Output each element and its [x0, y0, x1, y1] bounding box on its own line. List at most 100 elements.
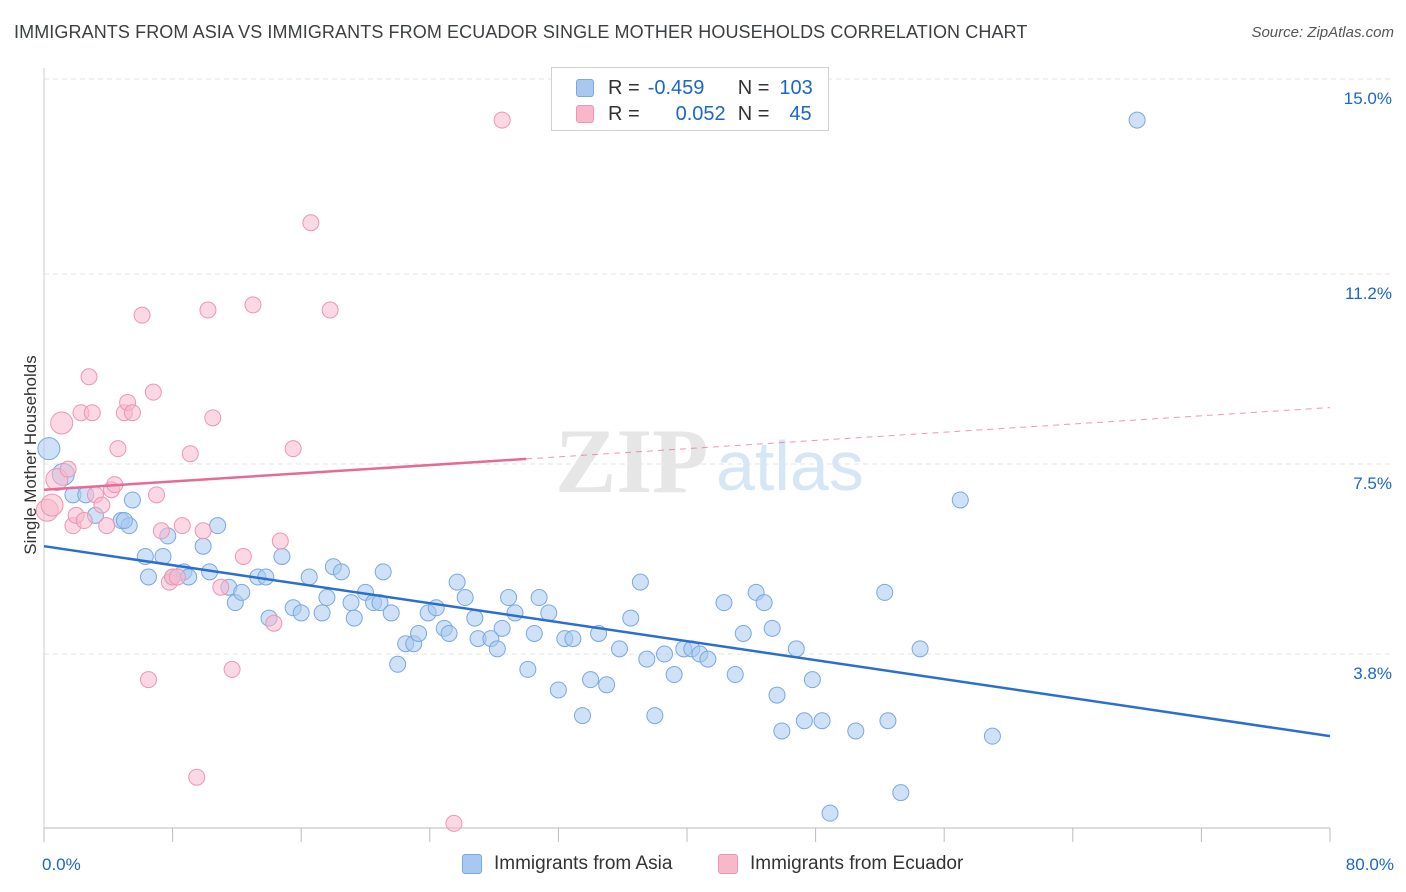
y-tick-label: 11.2% — [1345, 284, 1392, 303]
point-ecuador — [212, 578, 230, 596]
point-ecuador — [148, 486, 166, 504]
point-ecuador — [139, 671, 157, 689]
point-ecuador — [271, 532, 289, 550]
point-asia — [506, 604, 524, 622]
point-asia — [440, 624, 458, 642]
point-asia — [582, 671, 600, 689]
trendline-asia — [43, 544, 1331, 738]
point-asia — [646, 707, 664, 725]
legend-r-value-ecuador: 0.052 — [675, 102, 726, 125]
watermark-atlas: atlas — [716, 427, 864, 505]
legend-row-asia: R = -0.459 N = 103 — [576, 76, 813, 100]
point-ecuador — [40, 493, 64, 517]
point-asia — [382, 604, 400, 622]
point-asia — [273, 547, 291, 565]
legend-r-value-asia: -0.459 — [647, 76, 705, 99]
point-asia — [631, 573, 649, 591]
point-asia — [655, 645, 673, 663]
point-asia — [734, 624, 752, 642]
point-asia — [892, 784, 910, 802]
y-tick-label: 3.8% — [1353, 664, 1392, 683]
legend-swatch-ecuador — [576, 105, 594, 123]
point-asia — [500, 589, 518, 607]
point-ecuador — [493, 111, 511, 129]
point-asia — [139, 568, 157, 586]
legend-r-label-asia: R = — [608, 76, 640, 99]
point-ecuador — [199, 301, 217, 319]
point-ecuador — [98, 517, 116, 535]
point-ecuador — [173, 517, 191, 535]
point-asia — [493, 619, 511, 637]
point-asia — [456, 589, 474, 607]
point-asia — [787, 640, 805, 658]
point-asia — [525, 624, 543, 642]
point-asia — [911, 640, 929, 658]
point-ecuador — [152, 522, 170, 540]
point-asia — [300, 568, 318, 586]
point-asia — [763, 619, 781, 637]
chart-title: IMMIGRANTS FROM ASIA VS IMMIGRANTS FROM … — [14, 22, 1028, 42]
point-ecuador — [302, 214, 320, 232]
point-asia — [876, 583, 894, 601]
point-asia — [115, 512, 133, 530]
point-asia — [540, 604, 558, 622]
point-asia — [638, 650, 656, 668]
point-ecuador — [133, 306, 151, 324]
legend-n-value-asia: 103 — [779, 76, 813, 99]
point-ecuador — [234, 547, 252, 565]
correlation-legend: R = -0.459 N = 103 R = 0.052 N = 45 — [551, 67, 829, 131]
point-asia — [37, 437, 61, 461]
bottom-legend-swatch-asia — [462, 854, 482, 874]
point-asia — [803, 671, 821, 689]
point-ecuador — [80, 368, 98, 386]
point-asia — [549, 681, 567, 699]
point-ecuador — [109, 440, 127, 458]
point-ecuador — [265, 614, 283, 632]
point-asia — [374, 563, 392, 581]
point-ecuador — [75, 512, 93, 530]
point-asia — [622, 609, 640, 627]
point-asia — [665, 666, 683, 684]
legend-swatch-asia — [576, 79, 594, 97]
point-ecuador — [181, 445, 199, 463]
point-asia — [123, 491, 141, 509]
trendline-ecuador — [43, 457, 527, 491]
point-asia — [773, 722, 791, 740]
point-asia — [313, 604, 331, 622]
point-asia — [448, 573, 466, 591]
point-ecuador — [284, 440, 302, 458]
point-asia — [768, 686, 786, 704]
point-ecuador — [194, 522, 212, 540]
source-label: Source: ZipAtlas.com — [1251, 24, 1394, 41]
point-ecuador — [445, 814, 463, 832]
point-ecuador — [223, 660, 241, 678]
point-asia — [951, 491, 969, 509]
point-asia — [715, 594, 733, 612]
point-asia — [530, 589, 548, 607]
point-asia — [1128, 111, 1146, 129]
point-asia — [410, 624, 428, 642]
point-asia — [610, 640, 628, 658]
point-ecuador — [321, 301, 339, 319]
point-ecuador — [93, 496, 111, 514]
y-tick-label: 7.5% — [1353, 474, 1392, 493]
point-asia — [466, 609, 484, 627]
trendline-extension-ecuador — [526, 407, 1331, 460]
point-asia — [821, 804, 839, 822]
point-ecuador — [50, 411, 74, 435]
point-ecuador — [59, 460, 77, 478]
point-asia — [488, 640, 506, 658]
point-ecuador — [83, 404, 101, 422]
bottom-legend-asia: Immigrants from Asia — [462, 852, 672, 876]
point-asia — [209, 517, 227, 535]
point-asia — [847, 722, 865, 740]
legend-r-label-ecuador: R = — [608, 102, 640, 125]
point-asia — [342, 594, 360, 612]
point-ecuador — [168, 568, 186, 586]
point-ecuador — [188, 768, 206, 786]
point-asia — [813, 712, 831, 730]
point-ecuador — [204, 409, 222, 427]
point-asia — [574, 707, 592, 725]
point-ecuador — [144, 383, 162, 401]
